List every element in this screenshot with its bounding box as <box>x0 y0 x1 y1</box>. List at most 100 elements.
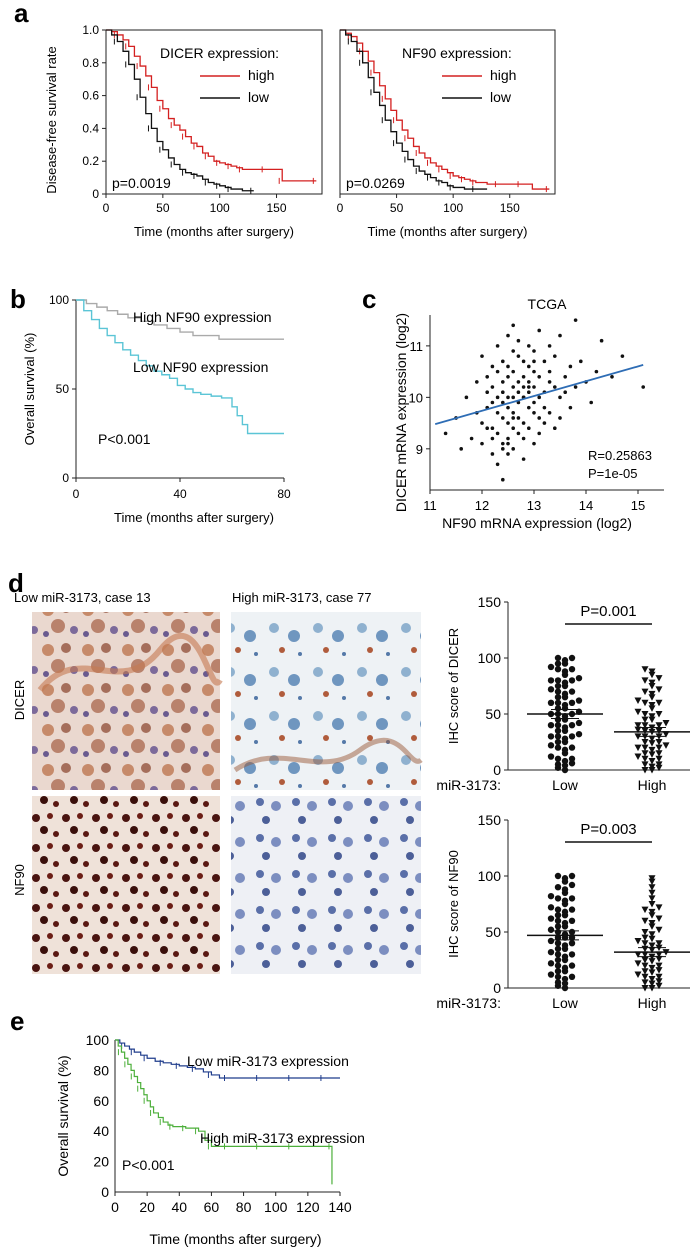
b-xtick-label-80: 80 <box>277 487 291 501</box>
d1-point-high-1 <box>641 767 649 774</box>
d1-point-high-53 <box>655 675 663 682</box>
d1-point-high-54 <box>648 671 656 679</box>
d2-point-high-44 <box>655 904 663 911</box>
d1-point-low-27 <box>575 719 583 727</box>
c-point-37 <box>506 436 510 441</box>
d1-category-label-low: Low <box>552 777 579 793</box>
d2-point-high-46 <box>648 895 656 902</box>
d1-category-label-high: High <box>638 777 667 793</box>
d1-point-high-55 <box>648 668 656 675</box>
a1-xtick-label-50: 50 <box>156 201 170 215</box>
c-point-29 <box>501 400 505 405</box>
d2-point-low-41 <box>561 908 569 916</box>
d1-point-low-56 <box>561 668 569 675</box>
d1-point-high-15 <box>655 744 663 752</box>
d1-point-low-16 <box>561 735 569 742</box>
c-point-62 <box>527 364 531 369</box>
c-point-2 <box>459 447 464 451</box>
d2-point-low-13 <box>547 960 555 967</box>
c-point-15 <box>490 400 495 405</box>
chart-d-dicer-ihc-dotplot: 0 50 100 150 IHC score of DICER miR-3173: Low H… <box>436 594 690 793</box>
e-p-value: P<0.001 <box>122 1157 175 1173</box>
c-point-9 <box>480 441 484 446</box>
d2-point-low-51 <box>561 886 569 893</box>
d1-point-low-53 <box>547 677 555 684</box>
c-y-axis-label: DICER mRNA expression (log2) <box>393 313 409 512</box>
d1-point-low-58 <box>568 666 576 673</box>
d2-point-low-38 <box>547 915 555 922</box>
image-row-label-dicer: DICER <box>12 680 27 720</box>
a1-series-low-line <box>106 29 254 192</box>
e-ytick-label-100: 100 <box>86 1032 110 1048</box>
d2-point-high-37 <box>648 923 656 930</box>
c-xtick-label-12: 12 <box>475 498 489 513</box>
d1-point-high-35 <box>648 716 656 724</box>
d2-point-low-44 <box>547 904 555 911</box>
d2-point-low-36 <box>554 917 562 924</box>
d1-point-high-25 <box>662 731 670 738</box>
a1-ytick-label-0: 0 <box>92 187 99 201</box>
image-row-label-nf90: NF90 <box>12 864 27 896</box>
d2-point-low-21 <box>554 945 562 952</box>
d1-point-high-31 <box>641 722 649 729</box>
c-xtick-label-14: 14 <box>579 498 593 513</box>
d2-point-high-5 <box>655 978 663 985</box>
d2-x-prefix-label: miR-3173: <box>436 995 501 1011</box>
a1-xtick-label-150: 150 <box>267 201 287 215</box>
d1-point-low-10 <box>561 746 569 754</box>
b-p-value: P<0.001 <box>98 431 151 447</box>
d1-ytick-label-0: 0 <box>493 762 501 778</box>
c-point-47 <box>511 369 515 374</box>
d1-point-low-36 <box>554 705 562 712</box>
d2-point-high-25 <box>648 946 656 954</box>
a2-series-high-line <box>340 29 550 190</box>
d1-point-high-4 <box>641 761 649 768</box>
c-point-79 <box>542 359 547 364</box>
a1-ytick-label-0.4: 0.4 <box>82 121 99 135</box>
d2-point-low-18 <box>568 951 576 958</box>
a1-x-axis-label: Time (months after surgery) <box>134 224 294 239</box>
c-point-88 <box>553 426 557 431</box>
d2-point-high-38 <box>648 920 656 927</box>
d2-point-high-16 <box>634 960 642 967</box>
d2-point-low-56 <box>554 872 562 880</box>
a1-xtick-label-0: 0 <box>103 201 110 215</box>
d1-point-low-41 <box>575 697 583 704</box>
c-point-27 <box>501 359 505 364</box>
d1-point-high-52 <box>641 677 649 684</box>
d1-point-low-23 <box>561 724 569 731</box>
d1-point-high-18 <box>648 740 656 747</box>
d2-point-high-18 <box>641 957 649 964</box>
d2-point-low-12 <box>568 962 576 969</box>
a2-xtick-label-50: 50 <box>390 201 404 215</box>
d1-point-low-51 <box>554 677 562 684</box>
d1-point-low-7 <box>568 755 576 762</box>
c-point-77 <box>537 395 541 400</box>
c-point-19 <box>495 369 500 374</box>
d2-point-high-14 <box>641 962 649 970</box>
a2-plot-frame <box>339 29 556 195</box>
d2-point-low-46 <box>561 897 569 904</box>
c-point-8 <box>480 354 484 358</box>
d1-point-high-2 <box>655 764 663 772</box>
c-point-25 <box>501 380 505 384</box>
d1-significance-label: P=0.001 <box>580 603 636 620</box>
c-point-69 <box>532 410 536 415</box>
c-point-74 <box>537 374 541 379</box>
chart-b-nf90-overall-survival: 0 40 80 0 50 100 Time (months after surgery) Ov… <box>22 293 291 525</box>
d1-point-high-44 <box>655 699 663 707</box>
c-p-value: P=1e-05 <box>588 466 638 481</box>
c-point-110 <box>490 426 495 431</box>
c-point-14 <box>490 364 495 369</box>
c-point-21 <box>495 395 500 400</box>
c-point-95 <box>568 364 573 369</box>
c-point-75 <box>537 416 541 420</box>
d1-point-low-18 <box>568 733 576 740</box>
d2-point-high-6 <box>648 976 656 983</box>
d2-point-low-19 <box>547 948 555 956</box>
d2-point-high-42 <box>648 908 656 916</box>
d1-point-high-42 <box>648 702 656 709</box>
d2-point-high-32 <box>648 935 656 943</box>
d2-point-high-47 <box>648 889 656 897</box>
d1-point-high-0 <box>648 767 656 774</box>
